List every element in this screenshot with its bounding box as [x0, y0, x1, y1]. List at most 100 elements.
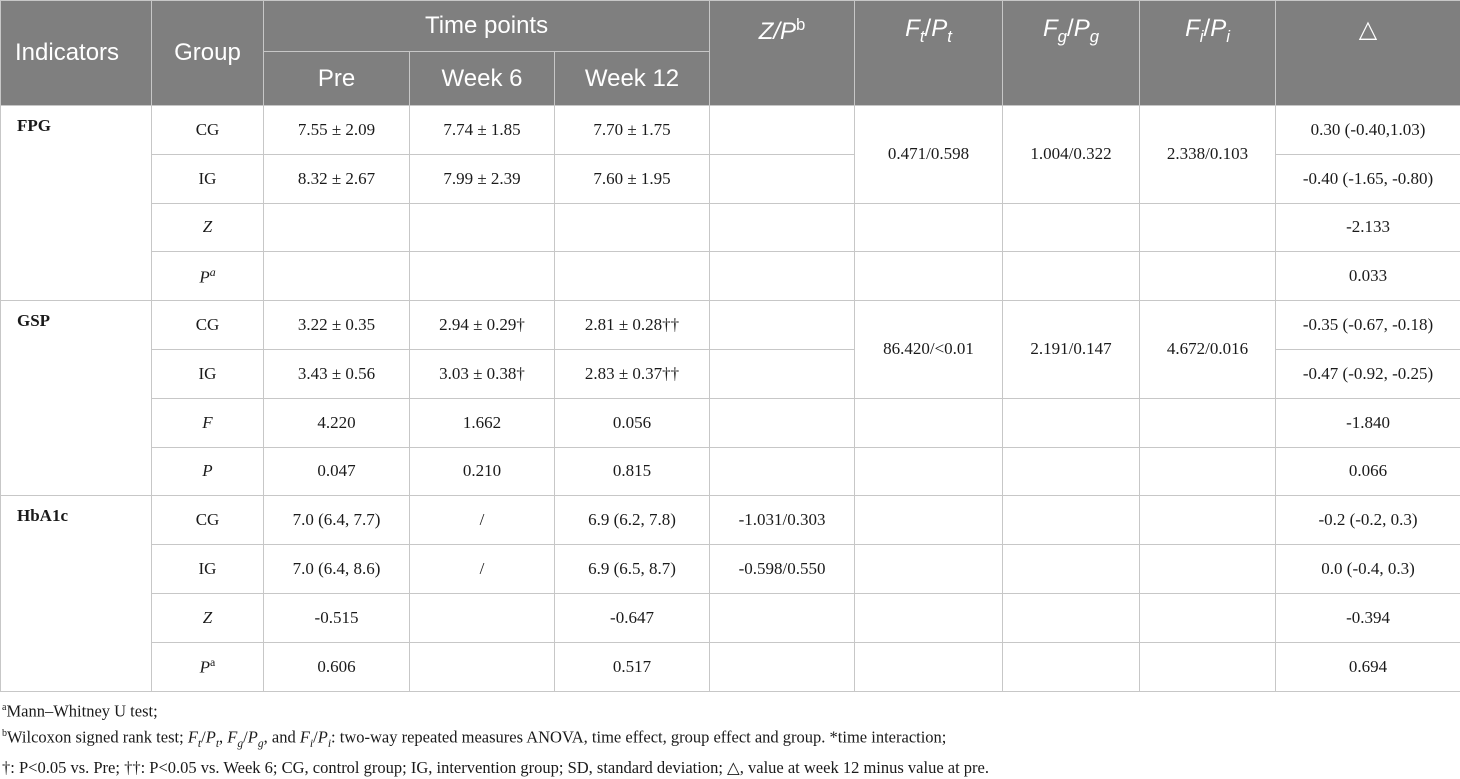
- header-group: Group: [152, 1, 264, 106]
- week6-cell: 7.99 ± 2.39: [410, 154, 555, 203]
- fg-pg-cell: [1003, 545, 1140, 594]
- header-time-points: Time points: [264, 1, 710, 52]
- footnote-b: bWilcoxon signed rank test; Ft/Pt, Fg/Pg…: [2, 722, 1460, 756]
- fg-pg-cell: 1.004/0.322: [1003, 106, 1140, 204]
- delta-cell: -1.840: [1276, 398, 1460, 447]
- group-cell: Z: [152, 203, 264, 252]
- fi-pi-cell: [1140, 252, 1276, 301]
- ft-pt-cell: [855, 496, 1003, 545]
- header-week12: Week 12: [555, 52, 710, 106]
- group-cell: CG: [152, 496, 264, 545]
- week6-cell: 2.94 ± 0.29†: [410, 301, 555, 350]
- zp-cell: [710, 349, 855, 398]
- pre-cell: 3.22 ± 0.35: [264, 301, 410, 350]
- ft-pt-cell: [855, 642, 1003, 691]
- week6-cell: [410, 203, 555, 252]
- pre-cell: 7.55 ± 2.09: [264, 106, 410, 155]
- ft-pt-cell: [855, 545, 1003, 594]
- header-ft-pt: Ft/Pt: [855, 1, 1003, 106]
- delta-cell: 0.033: [1276, 252, 1460, 301]
- fg-pg-cell: [1003, 203, 1140, 252]
- week6-cell: 3.03 ± 0.38†: [410, 349, 555, 398]
- week6-cell: 0.210: [410, 447, 555, 496]
- group-cell: IG: [152, 154, 264, 203]
- week12-cell: [555, 203, 710, 252]
- week6-cell: [410, 642, 555, 691]
- delta-cell: -0.47 (-0.92, -0.25): [1276, 349, 1460, 398]
- ft-pt-cell: [855, 593, 1003, 642]
- pre-cell: 7.0 (6.4, 7.7): [264, 496, 410, 545]
- footnotes: aMann–Whitney U test; bWilcoxon signed r…: [0, 696, 1460, 779]
- zp-cell: [710, 203, 855, 252]
- delta-cell: -0.35 (-0.67, -0.18): [1276, 301, 1460, 350]
- group-cell: IG: [152, 545, 264, 594]
- header-fg-pg: Fg/Pg: [1003, 1, 1140, 106]
- table-row: P 0.047 0.210 0.815 0.066: [1, 447, 1460, 496]
- group-cell: Z: [152, 593, 264, 642]
- fi-pi-cell: [1140, 203, 1276, 252]
- fi-pi-cell: 4.672/0.016: [1140, 301, 1276, 399]
- week6-cell: /: [410, 545, 555, 594]
- fi-pi-cell: [1140, 447, 1276, 496]
- zp-cell: [710, 154, 855, 203]
- table-row: HbA1c CG 7.0 (6.4, 7.7) / 6.9 (6.2, 7.8)…: [1, 496, 1460, 545]
- header-week6: Week 6: [410, 52, 555, 106]
- pre-cell: 3.43 ± 0.56: [264, 349, 410, 398]
- fi-pi-cell: [1140, 642, 1276, 691]
- week12-cell: 6.9 (6.2, 7.8): [555, 496, 710, 545]
- fg-pg-cell: [1003, 593, 1140, 642]
- indicator-label: FPG: [1, 106, 152, 301]
- zp-cell: -1.031/0.303: [710, 496, 855, 545]
- delta-cell: -0.2 (-0.2, 0.3): [1276, 496, 1460, 545]
- header-indicators: Indicators: [1, 1, 152, 106]
- pre-cell: 7.0 (6.4, 8.6): [264, 545, 410, 594]
- group-cell: IG: [152, 349, 264, 398]
- group-cell: CG: [152, 106, 264, 155]
- group-cell: CG: [152, 301, 264, 350]
- ft-pt-cell: [855, 252, 1003, 301]
- table-row: Pa 0.606 0.517 0.694: [1, 642, 1460, 691]
- week12-cell: 6.9 (6.5, 8.7): [555, 545, 710, 594]
- delta-cell: -0.394: [1276, 593, 1460, 642]
- table-row: Z -2.133: [1, 203, 1460, 252]
- group-cell: Pa: [152, 642, 264, 691]
- table-row: Z -0.515 -0.647 -0.394: [1, 593, 1460, 642]
- fi-pi-cell: [1140, 496, 1276, 545]
- pre-cell: 4.220: [264, 398, 410, 447]
- delta-icon: △: [727, 758, 740, 777]
- pre-cell: 0.047: [264, 447, 410, 496]
- delta-cell: -2.133: [1276, 203, 1460, 252]
- pre-cell: 8.32 ± 2.67: [264, 154, 410, 203]
- fg-pg-cell: [1003, 252, 1140, 301]
- zp-cell: -0.598/0.550: [710, 545, 855, 594]
- header-zp: Z/Pb: [710, 1, 855, 106]
- zp-cell: [710, 447, 855, 496]
- week12-cell: [555, 252, 710, 301]
- week12-cell: 0.517: [555, 642, 710, 691]
- results-table: Indicators Group Time points Z/Pb Ft/Pt …: [0, 0, 1460, 692]
- week12-cell: 2.83 ± 0.37††: [555, 349, 710, 398]
- table-row: Pa 0.033: [1, 252, 1460, 301]
- zp-cell: [710, 398, 855, 447]
- fg-pg-cell: [1003, 642, 1140, 691]
- zp-cell: [710, 252, 855, 301]
- group-cell: P: [152, 447, 264, 496]
- week12-cell: 7.70 ± 1.75: [555, 106, 710, 155]
- delta-cell: -0.40 (-1.65, -0.80): [1276, 154, 1460, 203]
- week6-cell: 1.662: [410, 398, 555, 447]
- fg-pg-cell: [1003, 496, 1140, 545]
- group-cell: F: [152, 398, 264, 447]
- ft-pt-cell: 86.420/<0.01: [855, 301, 1003, 399]
- ft-pt-cell: 0.471/0.598: [855, 106, 1003, 204]
- ft-pt-cell: [855, 447, 1003, 496]
- footnote-a: aMann–Whitney U test;: [2, 696, 1460, 723]
- zp-cell: [710, 301, 855, 350]
- ft-pt-cell: [855, 203, 1003, 252]
- week12-cell: 7.60 ± 1.95: [555, 154, 710, 203]
- pre-cell: 0.606: [264, 642, 410, 691]
- group-cell: Pa: [152, 252, 264, 301]
- delta-cell: 0.0 (-0.4, 0.3): [1276, 545, 1460, 594]
- header-fi-pi: Fi/Pi: [1140, 1, 1276, 106]
- table-row: IG 7.0 (6.4, 8.6) / 6.9 (6.5, 8.7) -0.59…: [1, 545, 1460, 594]
- ft-pt-cell: [855, 398, 1003, 447]
